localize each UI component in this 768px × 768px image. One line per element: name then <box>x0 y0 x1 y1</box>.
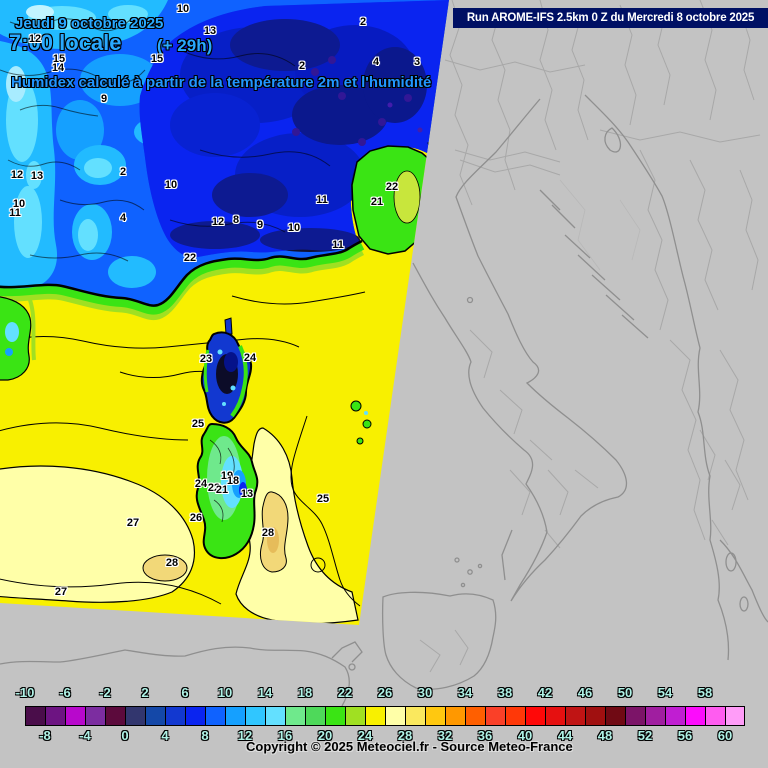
contour-texture <box>0 18 331 262</box>
colorbar-cell <box>265 706 285 726</box>
colorbar-cell <box>145 706 165 726</box>
parameter-subtitle: Humidex calculé à partir de la températu… <box>11 74 432 91</box>
colorbar-cell <box>725 706 745 726</box>
colorbar-cell <box>585 706 605 726</box>
colorbar-cell <box>325 706 345 726</box>
sardinia-island <box>195 422 259 560</box>
pyrenees-edge-patch <box>0 295 36 381</box>
colorbar-cell <box>65 706 85 726</box>
humidex-colorbar <box>25 706 745 726</box>
colorbar-cell <box>685 706 705 726</box>
colorbar-cell <box>605 706 625 726</box>
colorbar-cell <box>305 706 325 726</box>
copyright-notice: Copyright © 2025 Meteociel.fr - Source M… <box>246 739 573 754</box>
warm-zone-core <box>267 527 279 553</box>
colorbar-cell <box>105 706 125 726</box>
forecast-time: 7:00 locale <box>9 30 122 55</box>
colorbar-cell <box>645 706 665 726</box>
colorbar-cell <box>485 706 505 726</box>
basemap-rivers <box>559 179 641 271</box>
colorbar-cell <box>565 706 585 726</box>
sea-contour-lines <box>0 291 366 607</box>
warm-zone-small <box>142 554 188 582</box>
colorbar-cell <box>505 706 525 726</box>
cool-patches <box>0 0 170 289</box>
corsica-island <box>200 317 253 424</box>
colorbar-cell <box>165 706 185 726</box>
colorbar-cell <box>125 706 145 726</box>
colorbar-cell <box>45 706 65 726</box>
small-islands <box>350 400 372 445</box>
colorbar-cell <box>625 706 645 726</box>
colorbar-cell <box>705 706 725 726</box>
forecast-date: Jeudi 9 octobre 2025 <box>15 15 164 32</box>
basemap-coastlines <box>0 94 768 707</box>
colorbar-cell <box>245 706 265 726</box>
colorbar-cell <box>225 706 245 726</box>
colorbar-cell <box>465 706 485 726</box>
model-run-banner: Run AROME-IFS 2.5km 0 Z du Mercredi 8 oc… <box>453 8 768 28</box>
colorbar-cell <box>405 706 425 726</box>
colorbar-cell <box>545 706 565 726</box>
colorbar-cell <box>285 706 305 726</box>
colorbar-cell <box>205 706 225 726</box>
colorbar-cell <box>345 706 365 726</box>
colorbar-cell <box>85 706 105 726</box>
colorbar-cell <box>525 706 545 726</box>
colorbar-cell <box>185 706 205 726</box>
colorbar-cell <box>385 706 405 726</box>
colorbar-cell <box>665 706 685 726</box>
forecast-hour-offset: (+ 29h) <box>157 36 213 55</box>
colorbar-cell <box>425 706 445 726</box>
colorbar-cell <box>365 706 385 726</box>
colorbar-cell <box>25 706 45 726</box>
model-domain <box>0 0 449 625</box>
colorbar-cell <box>445 706 465 726</box>
